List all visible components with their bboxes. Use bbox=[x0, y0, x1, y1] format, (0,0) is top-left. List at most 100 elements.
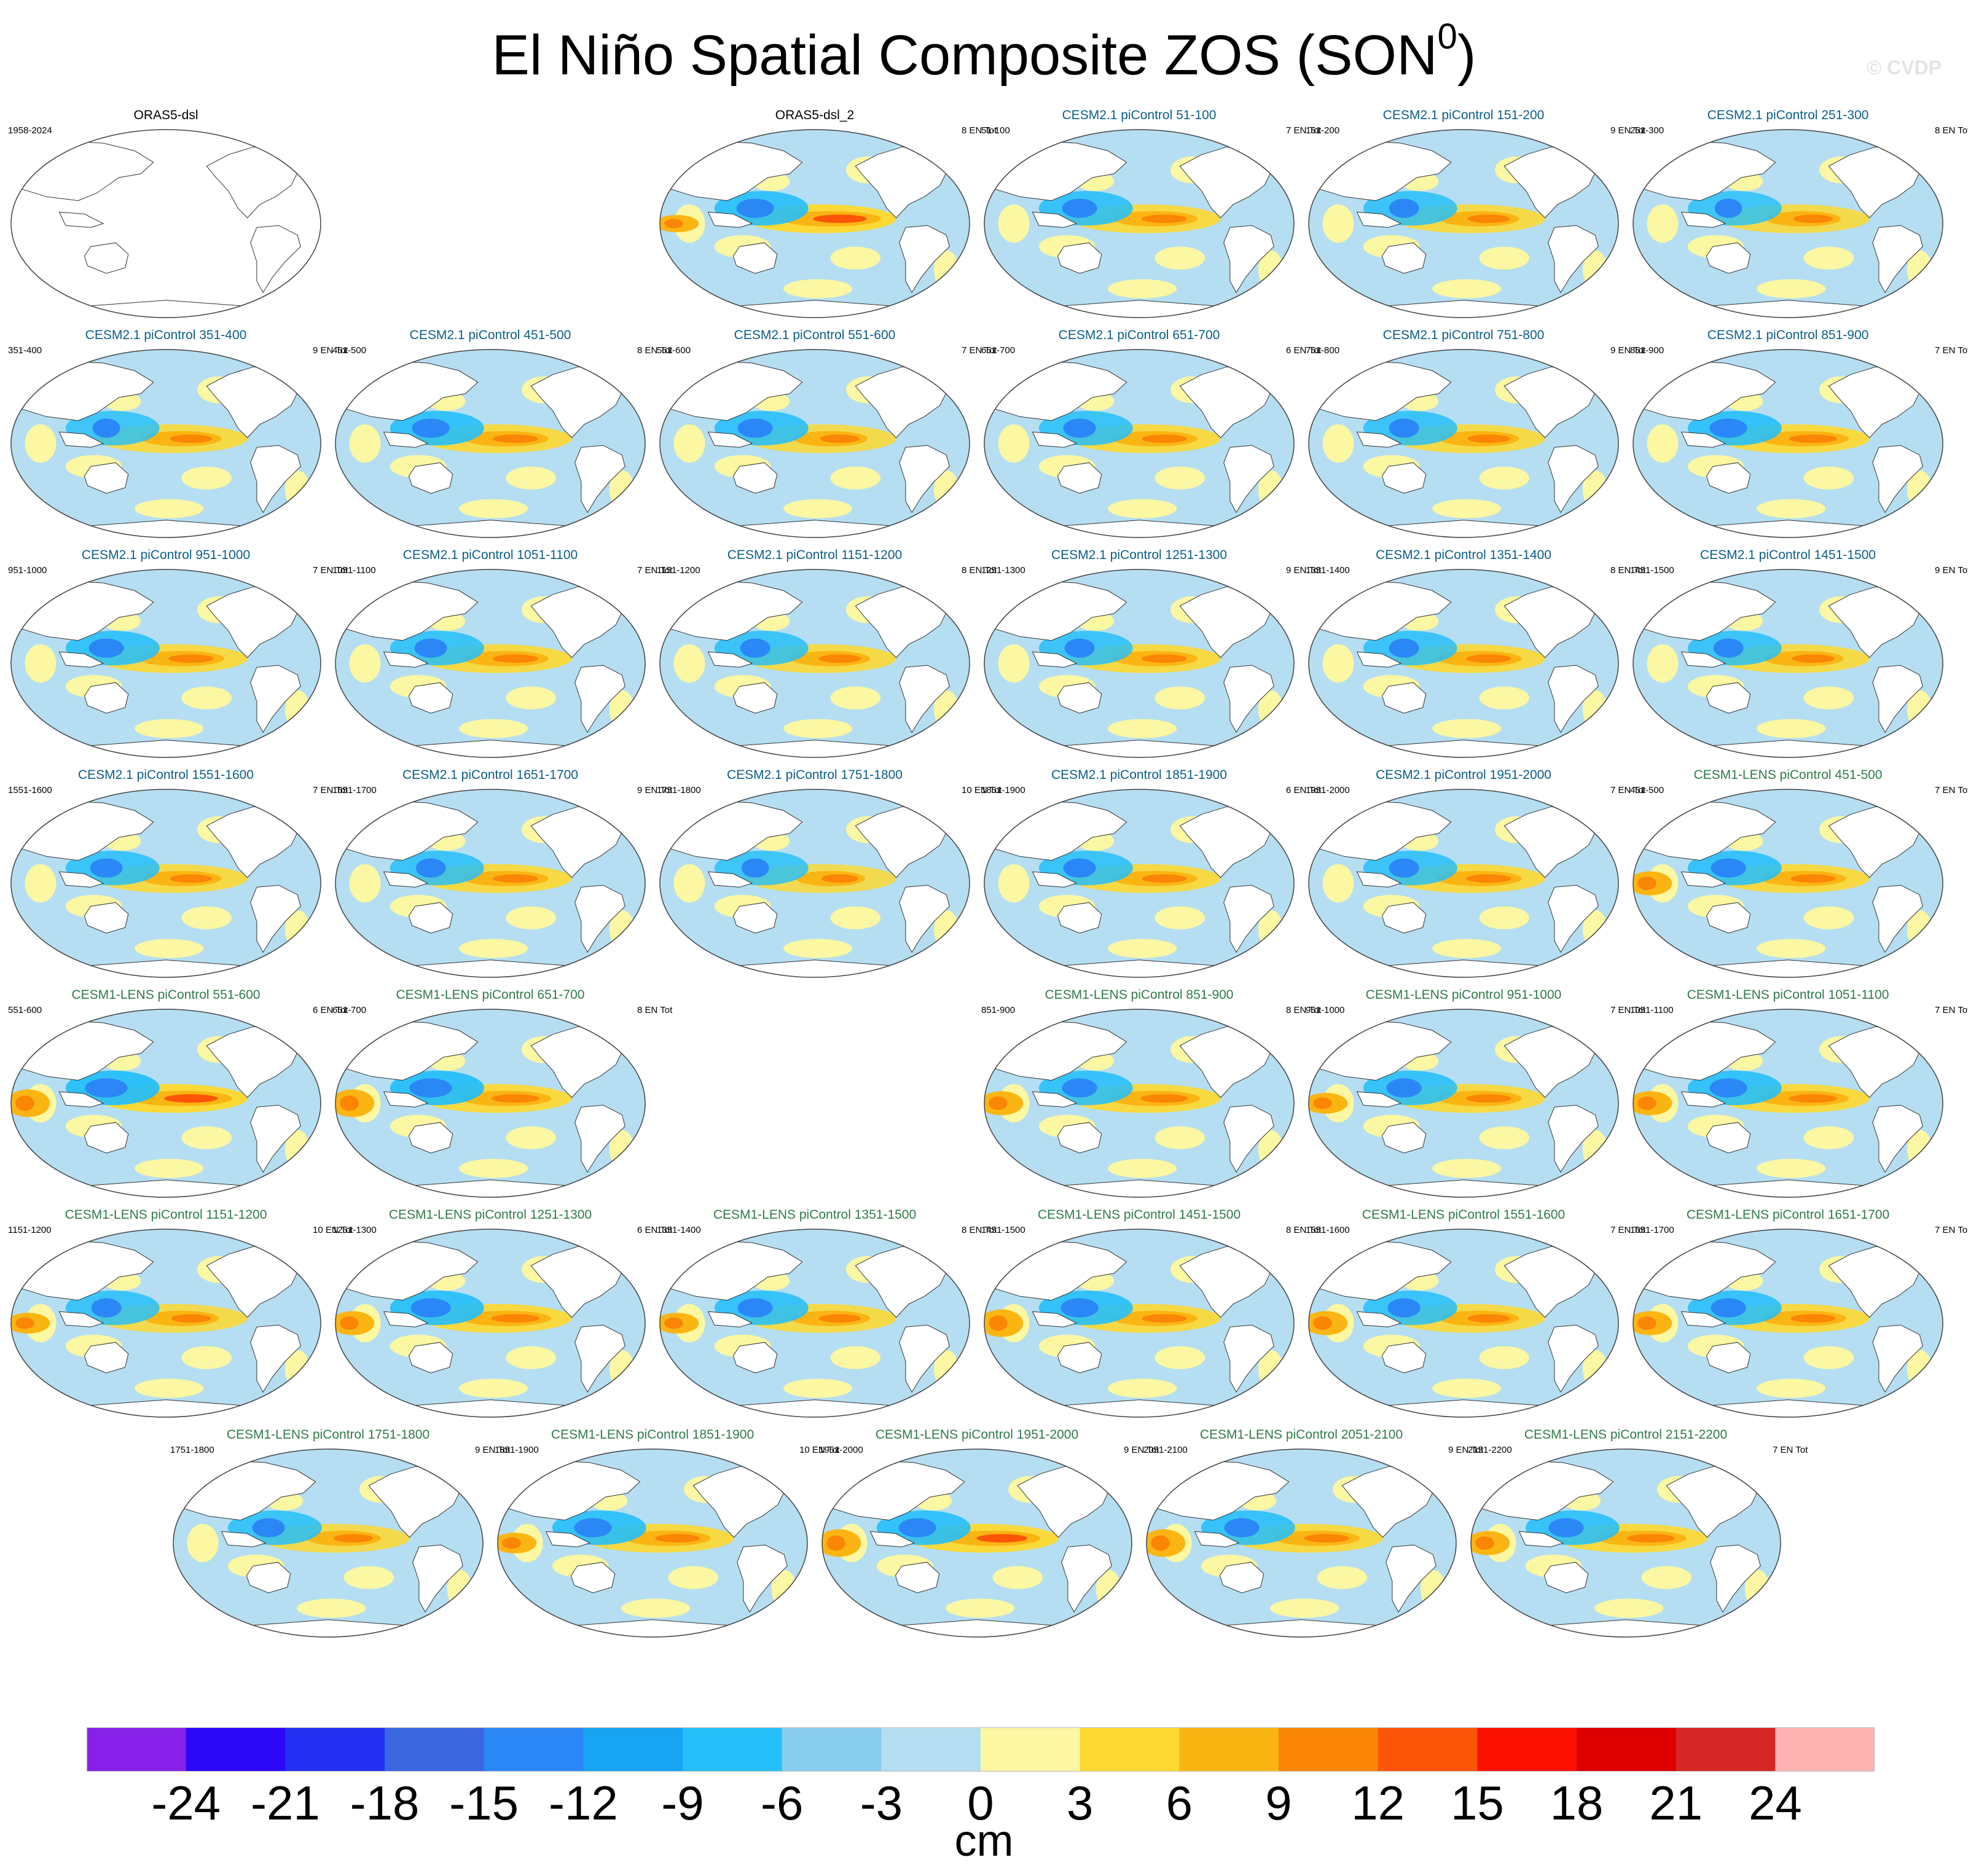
globe-outline bbox=[984, 1009, 1295, 1198]
anomaly-patch bbox=[1479, 1346, 1530, 1369]
anomaly-patch bbox=[181, 1126, 232, 1149]
positive-anomaly-peak bbox=[1793, 214, 1833, 224]
land-australia bbox=[1706, 462, 1751, 494]
anomaly-patch bbox=[1803, 1346, 1854, 1369]
anomaly-patch bbox=[673, 424, 705, 463]
colorbar-tick-label: 18 bbox=[1550, 1776, 1604, 1830]
land-greenland bbox=[946, 136, 966, 155]
land-australia bbox=[1381, 242, 1427, 274]
map-globe bbox=[335, 1009, 646, 1198]
land-maritime-continent bbox=[1194, 1531, 1240, 1547]
anomaly-patch bbox=[1757, 1159, 1826, 1178]
globe-outline bbox=[1146, 1448, 1457, 1638]
anomaly-patch bbox=[668, 1566, 719, 1589]
land-australia bbox=[1706, 682, 1751, 714]
panel-period-label: 1051-1100 bbox=[1630, 1005, 1674, 1015]
anomaly-patch bbox=[1155, 906, 1205, 929]
indian-ocean-anomaly-core bbox=[1313, 1097, 1332, 1109]
negative-anomaly-core bbox=[91, 1298, 122, 1318]
land-greenland bbox=[1919, 1016, 1939, 1035]
map-globe bbox=[10, 129, 321, 318]
globe-outline bbox=[1308, 349, 1619, 538]
positive-anomaly-peak bbox=[164, 1094, 218, 1103]
map-panel: CESM2.1 piControl 1551-1600 1551-1600 7 EN… bbox=[3, 759, 348, 980]
anomaly-patch bbox=[1322, 204, 1354, 243]
map-globe bbox=[1470, 1448, 1781, 1638]
map-panel: CESM2.1 piControl 1351-1400 1351-1400 8 EN… bbox=[1301, 539, 1645, 760]
land-south-america bbox=[1548, 665, 1599, 733]
land-greenland bbox=[1594, 356, 1615, 375]
anomaly-patch bbox=[349, 644, 381, 683]
panel-period-label: 851-900 bbox=[981, 1005, 1016, 1015]
globe-outline bbox=[659, 1229, 970, 1418]
panel-title: CESM1-LENS piControl 951-1000 bbox=[1365, 988, 1562, 1002]
positive-anomaly-peak bbox=[1466, 874, 1511, 883]
panel-title: CESM1-LENS piControl 451-500 bbox=[1693, 768, 1883, 782]
map-globe bbox=[173, 1448, 484, 1638]
anomaly-patch bbox=[506, 686, 557, 709]
land-maritime-continent bbox=[707, 871, 753, 888]
anomaly-patch bbox=[1803, 906, 1854, 929]
negative-anomaly-core bbox=[1548, 1518, 1584, 1538]
land-maritime-continent bbox=[1356, 651, 1402, 668]
land-maritime-continent bbox=[1680, 871, 1727, 888]
anomaly-patch bbox=[1479, 1126, 1530, 1149]
colorbar-tick-label: -12 bbox=[549, 1776, 618, 1830]
panel-period-label: 1851-1900 bbox=[495, 1445, 539, 1455]
land-australia bbox=[84, 1122, 129, 1154]
land-australia bbox=[1381, 462, 1427, 494]
land-south-america bbox=[1548, 1104, 1599, 1173]
land-australia bbox=[1381, 682, 1427, 714]
panel-event-count: 9 EN Tot bbox=[1124, 1445, 1159, 1455]
map-panel: CESM1-LENS piControl 851-900 851-900 8 EN … bbox=[976, 979, 1321, 1200]
anomaly-patch bbox=[459, 719, 528, 738]
colorbar-swatch bbox=[1775, 1727, 1875, 1772]
map-panel: CESM2.1 piControl 751-800 751-800 9 EN Tot bbox=[1301, 319, 1645, 541]
negative-anomaly-core bbox=[410, 1298, 451, 1318]
globe-outline bbox=[1633, 789, 1943, 978]
panel-title: CESM2.1 piControl 1651-1700 bbox=[402, 768, 578, 782]
land-greenland bbox=[1270, 576, 1290, 595]
panel-event-count: 9 EN Tot bbox=[1610, 345, 1646, 356]
anomaly-patch bbox=[830, 906, 881, 929]
land-greenland bbox=[1594, 1016, 1615, 1035]
panel-title: CESM2.1 piControl 1051-1100 bbox=[402, 548, 578, 562]
panel-event-count: 8 EN Tot bbox=[1610, 565, 1646, 576]
anomaly-patch bbox=[1803, 246, 1854, 270]
land-south-america bbox=[1061, 1544, 1112, 1613]
globe-outline bbox=[10, 1229, 321, 1418]
panel-period-label: 1451-1500 bbox=[1630, 565, 1674, 576]
globe-outline bbox=[1633, 349, 1943, 538]
map-globe bbox=[659, 349, 970, 538]
map-globe bbox=[984, 569, 1295, 758]
panel-title: CESM2.1 piControl 251-300 bbox=[1707, 108, 1869, 122]
land-greenland bbox=[946, 356, 966, 375]
globe-outline bbox=[659, 569, 970, 758]
land-south-america bbox=[1872, 1104, 1923, 1173]
colorbar-swatch bbox=[285, 1727, 385, 1772]
land-greenland bbox=[621, 796, 641, 815]
anomaly-patch bbox=[1108, 1378, 1177, 1398]
negative-anomaly-core bbox=[1389, 418, 1419, 438]
anomaly-patch bbox=[998, 644, 1030, 683]
anomaly-patch bbox=[1647, 424, 1679, 463]
panel-period-label: 1651-1700 bbox=[1630, 1225, 1674, 1235]
land-south-america bbox=[1872, 885, 1923, 953]
map-panel: CESM2.1 piControl 1951-2000 1951-2000 7 EN… bbox=[1301, 759, 1645, 980]
anomaly-patch bbox=[621, 1598, 691, 1618]
panel-title: CESM1-LENS piControl 1651-1700 bbox=[1686, 1208, 1890, 1222]
colorbar-tick-label: 24 bbox=[1749, 1776, 1802, 1830]
positive-anomaly-peak bbox=[1467, 214, 1510, 224]
map-globe bbox=[984, 1229, 1295, 1418]
panel-period-label: 1251-1300 bbox=[981, 565, 1025, 576]
land-australia bbox=[1706, 1122, 1751, 1154]
colorbar-swatch bbox=[186, 1727, 286, 1772]
land-australia bbox=[1057, 242, 1102, 274]
anomaly-patch bbox=[25, 864, 57, 903]
negative-anomaly-core bbox=[1709, 418, 1747, 438]
negative-anomaly-core bbox=[85, 1078, 128, 1098]
panel-period-label: 1851-1900 bbox=[981, 785, 1025, 795]
positive-anomaly-peak bbox=[170, 434, 213, 444]
panel-event-count: 6 EN Tot bbox=[1286, 785, 1322, 795]
land-greenland bbox=[1919, 576, 1939, 595]
